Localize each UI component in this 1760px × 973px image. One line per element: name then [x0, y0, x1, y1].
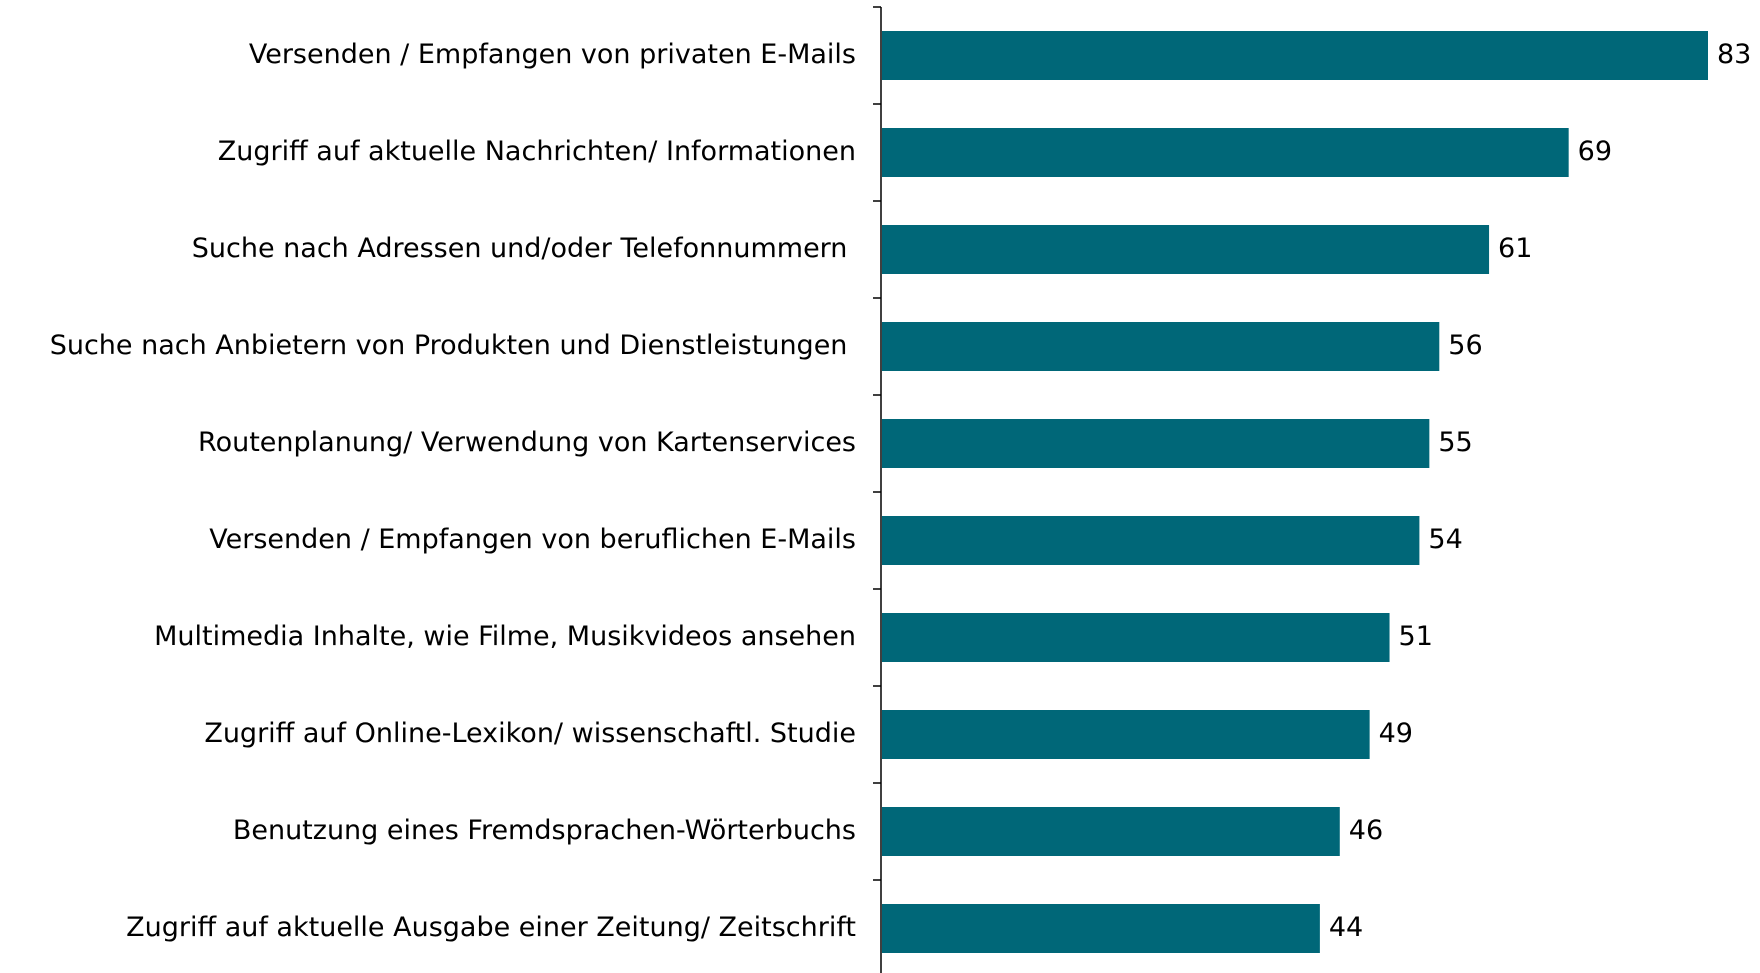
bar — [882, 904, 1320, 953]
bar — [882, 710, 1370, 759]
category-label: Versenden / Empfangen von beruflichen E-… — [209, 524, 856, 555]
category-label: Versenden / Empfangen von privaten E-Mai… — [249, 39, 856, 70]
bar — [882, 419, 1430, 468]
value-label: 54 — [1428, 524, 1462, 555]
category-label: Multimedia Inhalte, wie Filme, Musikvide… — [154, 621, 856, 652]
value-label: 61 — [1498, 233, 1532, 264]
value-label: 44 — [1329, 912, 1363, 943]
value-label: 46 — [1349, 815, 1383, 846]
category-label: Routenplanung/ Verwendung von Kartenserv… — [198, 427, 856, 458]
value-label: 51 — [1399, 621, 1433, 652]
bar — [882, 322, 1440, 371]
value-label: 56 — [1448, 330, 1482, 361]
bar — [882, 613, 1390, 662]
value-label: 49 — [1379, 718, 1413, 749]
category-label: Suche nach Anbietern von Produkten und D… — [50, 330, 856, 361]
bar — [882, 128, 1569, 177]
category-label: Benutzung eines Fremdsprachen-Wörterbuch… — [233, 815, 856, 846]
category-label: Zugriff auf aktuelle Nachrichten/ Inform… — [218, 136, 856, 167]
bar — [882, 225, 1490, 274]
value-label: 83 — [1717, 39, 1751, 70]
value-label: 69 — [1578, 136, 1612, 167]
category-label: Zugriff auf aktuelle Ausgabe einer Zeitu… — [126, 912, 856, 943]
category-label: Suche nach Adressen und/oder Telefonnumm… — [192, 233, 856, 264]
category-label: Zugriff auf Online-Lexikon/ wissenschaft… — [204, 718, 856, 749]
value-label: 55 — [1438, 427, 1472, 458]
bar — [882, 31, 1708, 80]
bar — [882, 807, 1340, 856]
bar — [882, 516, 1420, 565]
